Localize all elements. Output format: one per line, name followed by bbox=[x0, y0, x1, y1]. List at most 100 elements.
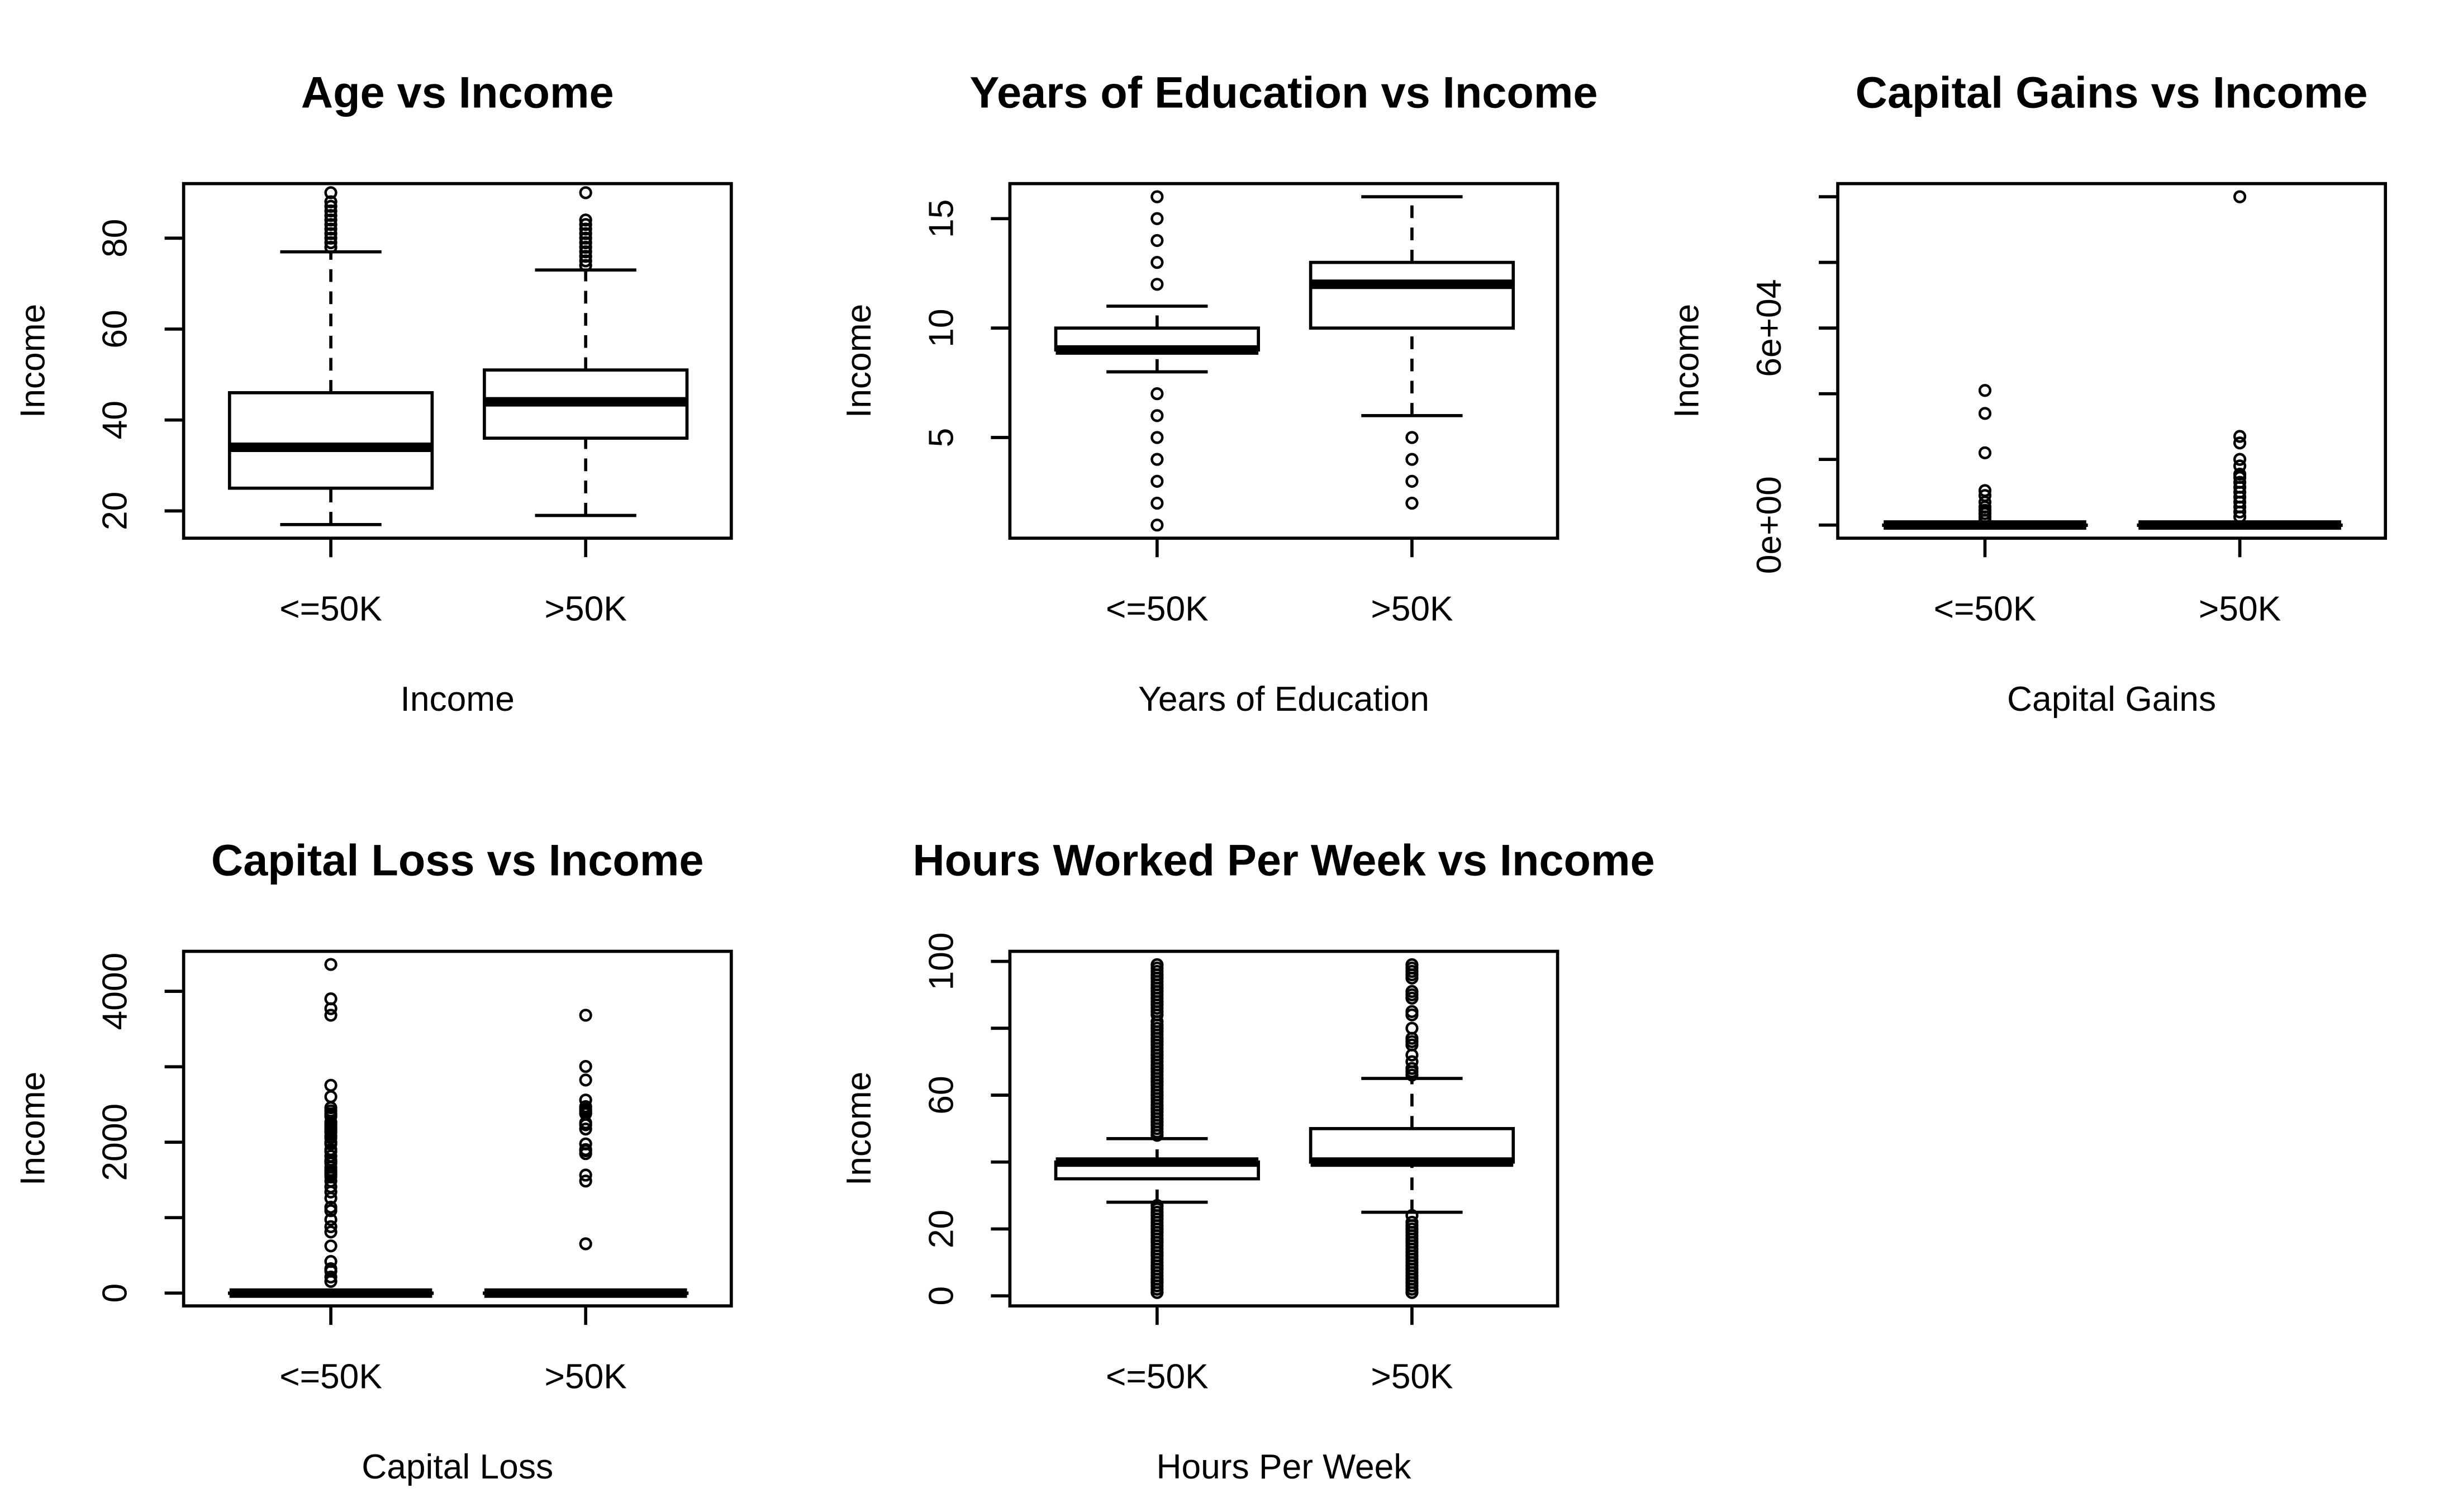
outlier-point bbox=[1150, 453, 1164, 466]
outlier-point bbox=[324, 1149, 337, 1163]
outlier-point bbox=[579, 236, 592, 249]
plot-frame bbox=[1836, 182, 2388, 540]
outlier-point bbox=[579, 227, 592, 240]
x-tick-label: <=50K bbox=[279, 589, 382, 628]
y-axis: 20 40 60 80 bbox=[96, 219, 184, 530]
outlier-point bbox=[579, 1143, 592, 1157]
outlier-point bbox=[1978, 407, 1992, 420]
y-tick-label: 10 bbox=[922, 308, 961, 347]
outlier-point bbox=[579, 1073, 592, 1087]
y-tick-label: 100 bbox=[922, 933, 961, 991]
outlier-point bbox=[1405, 1055, 1419, 1068]
outlier-point bbox=[579, 1059, 592, 1073]
box-1: <=50K bbox=[227, 186, 434, 628]
y-axis-label: Income bbox=[840, 1072, 878, 1186]
outlier-point bbox=[324, 1255, 337, 1268]
outlier-point bbox=[579, 231, 592, 245]
outlier-point bbox=[1405, 1021, 1419, 1035]
outlier-point bbox=[324, 227, 337, 240]
y-tick-label: 20 bbox=[96, 492, 135, 530]
panel-1: Age vs Income 20 40 60 80 Income Income <=50K >5… bbox=[13, 68, 733, 719]
outlier-point bbox=[1405, 496, 1419, 510]
x-tick-label: <=50K bbox=[1106, 589, 1209, 628]
y-axis-label: Income bbox=[840, 304, 878, 418]
outlier-point bbox=[324, 958, 337, 971]
box-1: <=50K bbox=[1882, 384, 2088, 628]
outlier-point bbox=[324, 218, 337, 231]
outlier-point bbox=[579, 186, 592, 199]
outlier-point bbox=[324, 1200, 337, 1214]
x-axis-label: Income bbox=[401, 680, 515, 719]
outlier-point bbox=[324, 1262, 337, 1276]
box-1: <=50K bbox=[227, 958, 434, 1396]
outlier-point bbox=[2233, 430, 2247, 443]
y-axis-label: Income bbox=[13, 304, 52, 418]
outlier-point bbox=[1150, 190, 1164, 203]
outlier-point bbox=[579, 1100, 592, 1114]
plot-frame bbox=[1008, 949, 1559, 1307]
outlier-point bbox=[2233, 467, 2247, 481]
outlier-point bbox=[1150, 431, 1164, 444]
box-2: >50K bbox=[1309, 958, 1515, 1396]
panel-title: Hours Worked Per Week vs Income bbox=[912, 835, 1654, 885]
outlier-point bbox=[1150, 278, 1164, 291]
outlier-point bbox=[579, 1175, 592, 1188]
outlier-point bbox=[1978, 489, 1992, 502]
outlier-point bbox=[1405, 1005, 1419, 1018]
panel-3: Capital Gains vs Income 0e+00 6e+04 Income C… bbox=[1668, 68, 2388, 719]
outlier-point bbox=[324, 236, 337, 249]
outlier-point bbox=[324, 195, 337, 208]
outlier-point bbox=[2233, 476, 2247, 489]
panel-2: Years of Education vs Income 5 10 15 Income Y… bbox=[840, 68, 1597, 719]
outlier-point bbox=[324, 213, 337, 227]
outlier-point bbox=[1150, 1199, 1164, 1213]
outlier-point bbox=[579, 1168, 592, 1182]
x-tick-label: <=50K bbox=[279, 1357, 382, 1396]
outlier-point bbox=[1405, 1062, 1419, 1075]
outlier-point bbox=[579, 1237, 592, 1251]
outlier-point bbox=[324, 1078, 337, 1092]
iqr-box bbox=[1309, 1127, 1515, 1164]
iqr-box bbox=[227, 391, 434, 490]
y-axis-label: Income bbox=[1668, 304, 1706, 418]
y-tick-label: 5 bbox=[922, 428, 961, 448]
x-tick-label: >50K bbox=[545, 1357, 627, 1396]
outlier-point bbox=[1405, 958, 1419, 972]
box-1: <=50K bbox=[1054, 190, 1260, 628]
y-axis: 0 2000 4000 bbox=[96, 953, 184, 1303]
outlier-point bbox=[1978, 484, 1992, 497]
outlier-point bbox=[324, 1213, 337, 1226]
panel-4: Capital Loss vs Income 0 2000 4000 Income Cap… bbox=[13, 835, 733, 1486]
outlier-point bbox=[2233, 190, 2247, 203]
y-tick-label: 80 bbox=[96, 219, 135, 258]
outlier-point bbox=[324, 204, 337, 218]
outlier-point bbox=[324, 222, 337, 236]
outlier-point bbox=[579, 1009, 592, 1022]
box-2: >50K bbox=[1309, 195, 1515, 628]
outlier-point bbox=[579, 240, 592, 254]
outlier-point bbox=[324, 1090, 337, 1104]
outlier-point bbox=[1150, 256, 1164, 269]
outlier-point bbox=[1150, 519, 1164, 532]
y-tick-label: 20 bbox=[922, 1210, 961, 1248]
y-tick-label: 0 bbox=[96, 1283, 135, 1303]
y-tick-label: 60 bbox=[922, 1076, 961, 1114]
outlier-point bbox=[1150, 409, 1164, 422]
outlier-point bbox=[1405, 431, 1419, 444]
x-axis-label: Hours Per Week bbox=[1156, 1448, 1411, 1486]
y-tick-label: 2000 bbox=[96, 1104, 135, 1181]
outlier-point bbox=[1978, 384, 1992, 397]
outlier-point bbox=[579, 213, 592, 227]
outlier-point bbox=[324, 240, 337, 254]
y-axis: 0e+00 6e+04 bbox=[1750, 195, 1838, 574]
x-tick-label: >50K bbox=[1371, 1357, 1453, 1396]
box-2: >50K bbox=[483, 1009, 689, 1396]
outlier-point bbox=[1978, 446, 1992, 460]
outlier-point bbox=[1405, 453, 1419, 466]
outlier-point bbox=[324, 1009, 337, 1022]
outlier-point bbox=[1150, 496, 1164, 510]
outlier-point bbox=[2233, 453, 2247, 466]
outlier-point bbox=[324, 186, 337, 199]
x-tick-label: >50K bbox=[2199, 589, 2281, 628]
